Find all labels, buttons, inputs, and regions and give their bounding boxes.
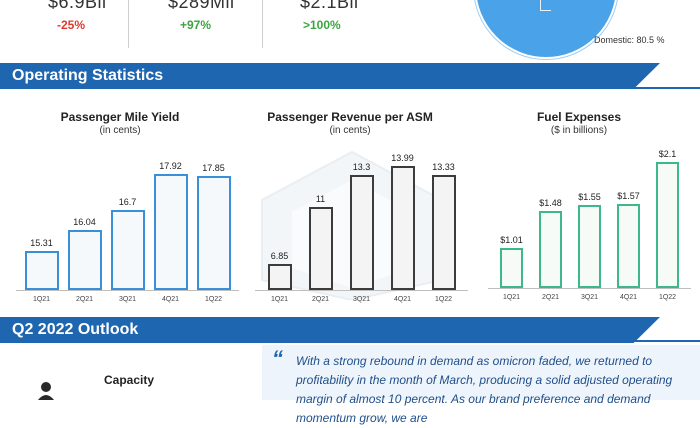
operating-statistics-banner: Operating Statistics xyxy=(0,63,660,89)
bar xyxy=(390,165,415,290)
x-tick-label: 1Q21 xyxy=(32,296,51,303)
quote-background xyxy=(262,345,700,400)
x-tick-label: 2Q21 xyxy=(75,296,94,303)
bar-value-label: 13.3 xyxy=(352,162,371,173)
chart-subtitle: (in cents) xyxy=(329,125,371,136)
x-tick-label: 4Q21 xyxy=(161,296,180,303)
bar xyxy=(500,247,523,288)
x-tick-label: 3Q21 xyxy=(580,294,599,301)
bar xyxy=(153,174,188,290)
pie-segment-marker xyxy=(540,0,551,11)
chart-title: Passenger Revenue per ASM xyxy=(267,110,433,124)
kpi-divider-2 xyxy=(262,0,263,48)
x-tick-label: 2Q21 xyxy=(541,294,560,301)
outlook-quote: With a strong rebound in demand as omicr… xyxy=(296,354,673,425)
bar xyxy=(110,210,145,290)
bar xyxy=(656,161,679,288)
kpi-revenue-change: -25% xyxy=(57,18,86,32)
bar-value-label: $1.55 xyxy=(578,192,601,203)
chart-title: Passenger Mile Yield xyxy=(60,110,180,124)
x-tick-label: 4Q21 xyxy=(393,296,412,303)
bar-value-label: 13.33 xyxy=(432,161,455,172)
bar xyxy=(196,176,231,290)
bar-value-label: 13.99 xyxy=(391,152,414,163)
x-tick-label: 1Q22 xyxy=(434,296,453,303)
pie-domestic-label: Domestic: 80.5 % xyxy=(594,35,665,45)
person-icon xyxy=(38,382,54,400)
kpi-income-change: +97% xyxy=(180,18,212,32)
bar-value-label: $2.1 xyxy=(658,148,677,159)
bar xyxy=(24,251,59,290)
kpi-cash-value: $2.1Bil xyxy=(300,0,359,12)
kpi-income-value: $289Mil xyxy=(168,0,235,12)
outlook-banner: Q2 2022 Outlook xyxy=(0,317,660,343)
bar-value-label: 15.31 xyxy=(30,238,53,249)
bar-value-label: 17.92 xyxy=(159,161,182,172)
bar xyxy=(617,203,640,288)
bar-value-label: $1.01 xyxy=(500,234,523,245)
chart-subtitle: ($ in billions) xyxy=(550,125,608,136)
chart-title: Fuel Expenses xyxy=(536,110,622,124)
bar xyxy=(267,264,292,290)
chart-baseline xyxy=(16,290,239,291)
bar-value-label: 11 xyxy=(315,194,326,205)
capacity-label: Capacity xyxy=(104,373,155,387)
x-tick-label: 3Q21 xyxy=(352,296,371,303)
bar xyxy=(67,229,102,290)
kpi-divider-1 xyxy=(128,0,129,48)
kpi-revenue-value: $6.9Bil xyxy=(48,0,107,12)
x-tick-label: 1Q21 xyxy=(502,294,521,301)
bar-value-label: $1.57 xyxy=(617,190,640,201)
bar xyxy=(349,175,374,290)
bar xyxy=(578,205,601,288)
chart-baseline xyxy=(255,290,468,291)
bar-value-label: $1.48 xyxy=(539,197,562,208)
bar-value-label: 17.85 xyxy=(202,163,225,174)
chart-baseline xyxy=(488,288,691,289)
x-tick-label: 1Q22 xyxy=(204,296,223,303)
bar xyxy=(431,174,456,290)
bar-value-label: 16.7 xyxy=(118,197,137,208)
bar xyxy=(539,210,562,288)
quote-mark: “ xyxy=(272,346,283,371)
kpi-cash-change: >100% xyxy=(303,18,341,32)
bar-value-label: 16.04 xyxy=(73,216,96,227)
x-tick-label: 1Q22 xyxy=(658,294,677,301)
bar xyxy=(308,207,333,290)
x-tick-label: 3Q21 xyxy=(118,296,137,303)
x-tick-label: 1Q21 xyxy=(270,296,289,303)
bar-value-label: 6.85 xyxy=(270,251,289,262)
x-tick-label: 4Q21 xyxy=(619,294,638,301)
x-tick-label: 2Q21 xyxy=(311,296,330,303)
chart-subtitle: (in cents) xyxy=(99,125,141,136)
